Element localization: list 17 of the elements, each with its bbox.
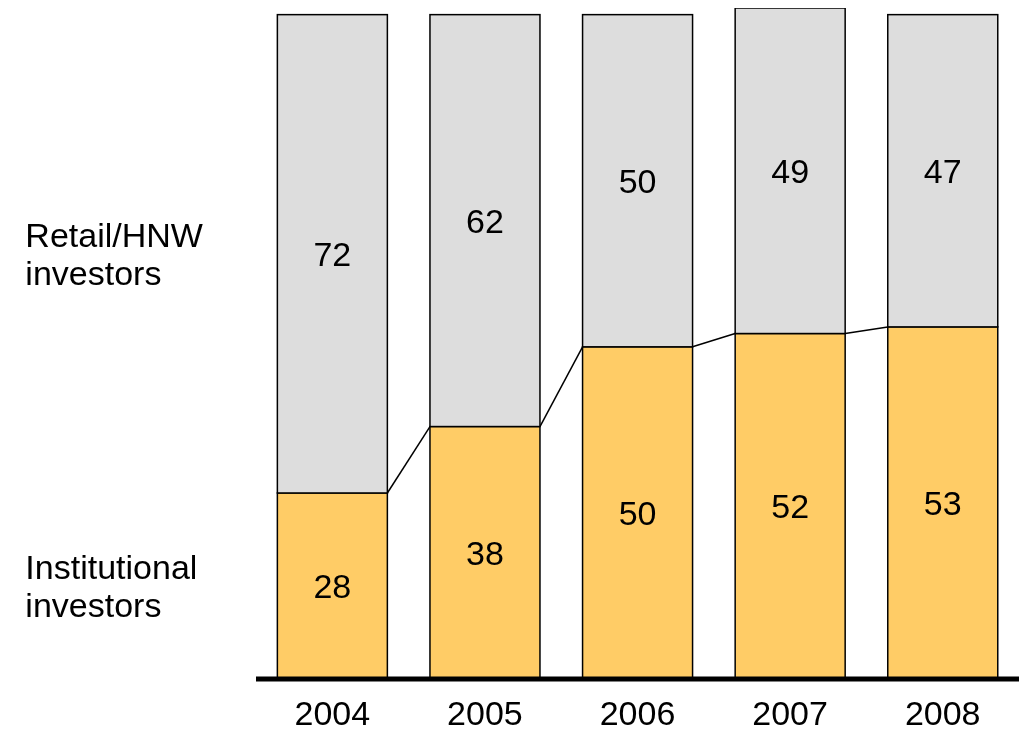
data-label: 53: [923, 484, 962, 523]
data-label: 62: [466, 201, 504, 240]
text: Institutional investors: [25, 547, 198, 624]
data-label: 72: [313, 234, 352, 273]
data-label: 52: [771, 487, 810, 526]
text: Retail/HNW investors: [25, 215, 203, 292]
data-label: 38: [466, 533, 504, 572]
x-tick-label: 2004: [294, 694, 371, 733]
x-tick-label: 2006: [599, 694, 676, 733]
data-label: 28: [313, 567, 352, 606]
data-label: 49: [771, 151, 810, 190]
x-tick-label: 2005: [447, 694, 523, 733]
data-label: 50: [618, 161, 657, 200]
data-label: 50: [618, 493, 657, 532]
x-tick-label: 2007: [752, 694, 828, 733]
x-tick-label: 2008: [904, 694, 981, 733]
data-label: 47: [923, 151, 962, 190]
